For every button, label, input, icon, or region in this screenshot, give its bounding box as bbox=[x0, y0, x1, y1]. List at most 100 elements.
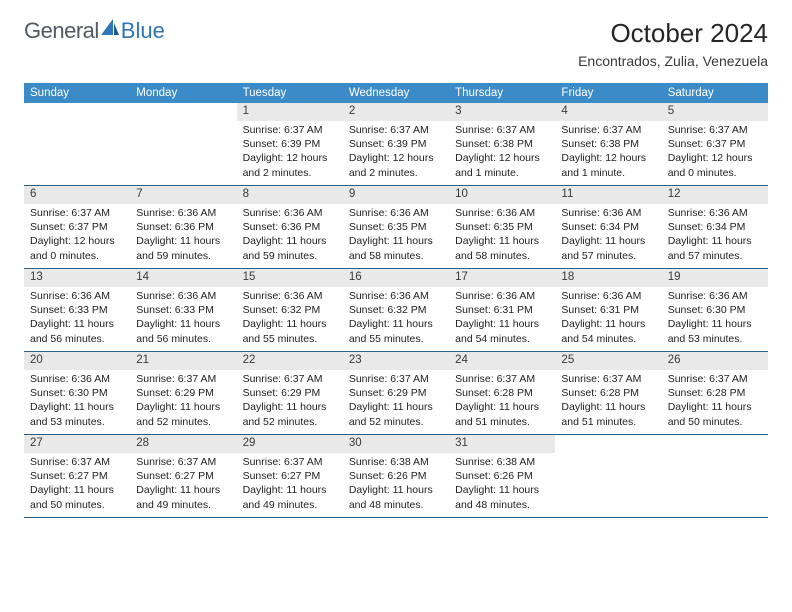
sunset-line: Sunset: 6:28 PM bbox=[561, 386, 655, 400]
sunrise-line: Sunrise: 6:37 AM bbox=[243, 455, 337, 469]
week-row: 27Sunrise: 6:37 AMSunset: 6:27 PMDayligh… bbox=[24, 435, 768, 518]
day-cell bbox=[555, 435, 661, 517]
day-cell: 21Sunrise: 6:37 AMSunset: 6:29 PMDayligh… bbox=[130, 352, 236, 434]
daylight-line: Daylight: 11 hours and 53 minutes. bbox=[668, 317, 762, 345]
day-number: 4 bbox=[555, 103, 661, 121]
day-body: Sunrise: 6:37 AMSunset: 6:29 PMDaylight:… bbox=[130, 370, 236, 433]
sunrise-line: Sunrise: 6:36 AM bbox=[243, 206, 337, 220]
daylight-line: Daylight: 11 hours and 58 minutes. bbox=[455, 234, 549, 262]
day-body: Sunrise: 6:36 AMSunset: 6:35 PMDaylight:… bbox=[449, 204, 555, 267]
day-cell bbox=[662, 435, 768, 517]
sunrise-line: Sunrise: 6:37 AM bbox=[243, 123, 337, 137]
sunrise-line: Sunrise: 6:36 AM bbox=[455, 289, 549, 303]
sunset-line: Sunset: 6:27 PM bbox=[136, 469, 230, 483]
day-number: 24 bbox=[449, 352, 555, 370]
day-body: Sunrise: 6:36 AMSunset: 6:34 PMDaylight:… bbox=[555, 204, 661, 267]
sunrise-line: Sunrise: 6:36 AM bbox=[136, 206, 230, 220]
day-number: 31 bbox=[449, 435, 555, 453]
sunrise-line: Sunrise: 6:37 AM bbox=[349, 372, 443, 386]
daylight-line: Daylight: 11 hours and 59 minutes. bbox=[136, 234, 230, 262]
sunset-line: Sunset: 6:33 PM bbox=[136, 303, 230, 317]
sunset-line: Sunset: 6:36 PM bbox=[136, 220, 230, 234]
day-number: 13 bbox=[24, 269, 130, 287]
sunset-line: Sunset: 6:28 PM bbox=[668, 386, 762, 400]
day-body: Sunrise: 6:36 AMSunset: 6:30 PMDaylight:… bbox=[24, 370, 130, 433]
daylight-line: Daylight: 11 hours and 53 minutes. bbox=[30, 400, 124, 428]
sunset-line: Sunset: 6:38 PM bbox=[455, 137, 549, 151]
day-cell: 14Sunrise: 6:36 AMSunset: 6:33 PMDayligh… bbox=[130, 269, 236, 351]
day-cell: 28Sunrise: 6:37 AMSunset: 6:27 PMDayligh… bbox=[130, 435, 236, 517]
day-body: Sunrise: 6:37 AMSunset: 6:39 PMDaylight:… bbox=[343, 121, 449, 184]
day-cell: 10Sunrise: 6:36 AMSunset: 6:35 PMDayligh… bbox=[449, 186, 555, 268]
sunset-line: Sunset: 6:29 PM bbox=[349, 386, 443, 400]
daylight-line: Daylight: 12 hours and 0 minutes. bbox=[668, 151, 762, 179]
sunset-line: Sunset: 6:34 PM bbox=[668, 220, 762, 234]
logo-text-blue: Blue bbox=[121, 18, 165, 44]
logo: General Blue bbox=[24, 18, 165, 44]
sunset-line: Sunset: 6:28 PM bbox=[455, 386, 549, 400]
day-number: 2 bbox=[343, 103, 449, 121]
sunset-line: Sunset: 6:37 PM bbox=[668, 137, 762, 151]
day-body: Sunrise: 6:37 AMSunset: 6:37 PMDaylight:… bbox=[662, 121, 768, 184]
sunrise-line: Sunrise: 6:36 AM bbox=[349, 289, 443, 303]
day-number: 3 bbox=[449, 103, 555, 121]
day-number: 29 bbox=[237, 435, 343, 453]
day-number: 16 bbox=[343, 269, 449, 287]
sunrise-line: Sunrise: 6:37 AM bbox=[561, 123, 655, 137]
day-cell: 4Sunrise: 6:37 AMSunset: 6:38 PMDaylight… bbox=[555, 103, 661, 185]
sunrise-line: Sunrise: 6:36 AM bbox=[30, 289, 124, 303]
day-cell: 15Sunrise: 6:36 AMSunset: 6:32 PMDayligh… bbox=[237, 269, 343, 351]
weekday-header: Friday bbox=[555, 83, 661, 103]
day-body: Sunrise: 6:36 AMSunset: 6:32 PMDaylight:… bbox=[237, 287, 343, 350]
daylight-line: Daylight: 11 hours and 52 minutes. bbox=[136, 400, 230, 428]
sunrise-line: Sunrise: 6:38 AM bbox=[455, 455, 549, 469]
daylight-line: Daylight: 11 hours and 51 minutes. bbox=[561, 400, 655, 428]
daylight-line: Daylight: 11 hours and 58 minutes. bbox=[349, 234, 443, 262]
calendar: SundayMondayTuesdayWednesdayThursdayFrid… bbox=[24, 83, 768, 518]
day-cell: 24Sunrise: 6:37 AMSunset: 6:28 PMDayligh… bbox=[449, 352, 555, 434]
daylight-line: Daylight: 11 hours and 54 minutes. bbox=[455, 317, 549, 345]
daylight-line: Daylight: 11 hours and 49 minutes. bbox=[243, 483, 337, 511]
daylight-line: Daylight: 11 hours and 50 minutes. bbox=[30, 483, 124, 511]
weekday-header-row: SundayMondayTuesdayWednesdayThursdayFrid… bbox=[24, 83, 768, 103]
daylight-line: Daylight: 11 hours and 54 minutes. bbox=[561, 317, 655, 345]
day-number: 28 bbox=[130, 435, 236, 453]
sunset-line: Sunset: 6:29 PM bbox=[136, 386, 230, 400]
day-cell: 8Sunrise: 6:36 AMSunset: 6:36 PMDaylight… bbox=[237, 186, 343, 268]
day-cell: 13Sunrise: 6:36 AMSunset: 6:33 PMDayligh… bbox=[24, 269, 130, 351]
day-cell: 11Sunrise: 6:36 AMSunset: 6:34 PMDayligh… bbox=[555, 186, 661, 268]
day-body: Sunrise: 6:36 AMSunset: 6:31 PMDaylight:… bbox=[449, 287, 555, 350]
day-cell: 22Sunrise: 6:37 AMSunset: 6:29 PMDayligh… bbox=[237, 352, 343, 434]
day-body: Sunrise: 6:36 AMSunset: 6:36 PMDaylight:… bbox=[130, 204, 236, 267]
daylight-line: Daylight: 11 hours and 56 minutes. bbox=[136, 317, 230, 345]
day-number: 15 bbox=[237, 269, 343, 287]
day-number: 27 bbox=[24, 435, 130, 453]
week-row: 20Sunrise: 6:36 AMSunset: 6:30 PMDayligh… bbox=[24, 352, 768, 435]
title-block: October 2024 Encontrados, Zulia, Venezue… bbox=[578, 18, 768, 69]
day-body: Sunrise: 6:38 AMSunset: 6:26 PMDaylight:… bbox=[449, 453, 555, 516]
weekday-header: Saturday bbox=[662, 83, 768, 103]
day-cell: 3Sunrise: 6:37 AMSunset: 6:38 PMDaylight… bbox=[449, 103, 555, 185]
day-cell: 17Sunrise: 6:36 AMSunset: 6:31 PMDayligh… bbox=[449, 269, 555, 351]
logo-sail-icon bbox=[99, 19, 119, 37]
day-number: 6 bbox=[24, 186, 130, 204]
weekday-header: Monday bbox=[130, 83, 236, 103]
week-row: 1Sunrise: 6:37 AMSunset: 6:39 PMDaylight… bbox=[24, 103, 768, 186]
day-number: 8 bbox=[237, 186, 343, 204]
day-body: Sunrise: 6:37 AMSunset: 6:28 PMDaylight:… bbox=[555, 370, 661, 433]
day-cell: 7Sunrise: 6:36 AMSunset: 6:36 PMDaylight… bbox=[130, 186, 236, 268]
sunset-line: Sunset: 6:39 PM bbox=[349, 137, 443, 151]
sunrise-line: Sunrise: 6:37 AM bbox=[349, 123, 443, 137]
day-body: Sunrise: 6:37 AMSunset: 6:27 PMDaylight:… bbox=[24, 453, 130, 516]
day-number: 18 bbox=[555, 269, 661, 287]
day-number: 21 bbox=[130, 352, 236, 370]
sunset-line: Sunset: 6:31 PM bbox=[561, 303, 655, 317]
weekday-header: Sunday bbox=[24, 83, 130, 103]
daylight-line: Daylight: 11 hours and 59 minutes. bbox=[243, 234, 337, 262]
daylight-line: Daylight: 12 hours and 2 minutes. bbox=[243, 151, 337, 179]
day-body: Sunrise: 6:37 AMSunset: 6:27 PMDaylight:… bbox=[237, 453, 343, 516]
sunrise-line: Sunrise: 6:37 AM bbox=[455, 372, 549, 386]
day-body: Sunrise: 6:36 AMSunset: 6:34 PMDaylight:… bbox=[662, 204, 768, 267]
day-cell: 19Sunrise: 6:36 AMSunset: 6:30 PMDayligh… bbox=[662, 269, 768, 351]
day-body: Sunrise: 6:36 AMSunset: 6:30 PMDaylight:… bbox=[662, 287, 768, 350]
